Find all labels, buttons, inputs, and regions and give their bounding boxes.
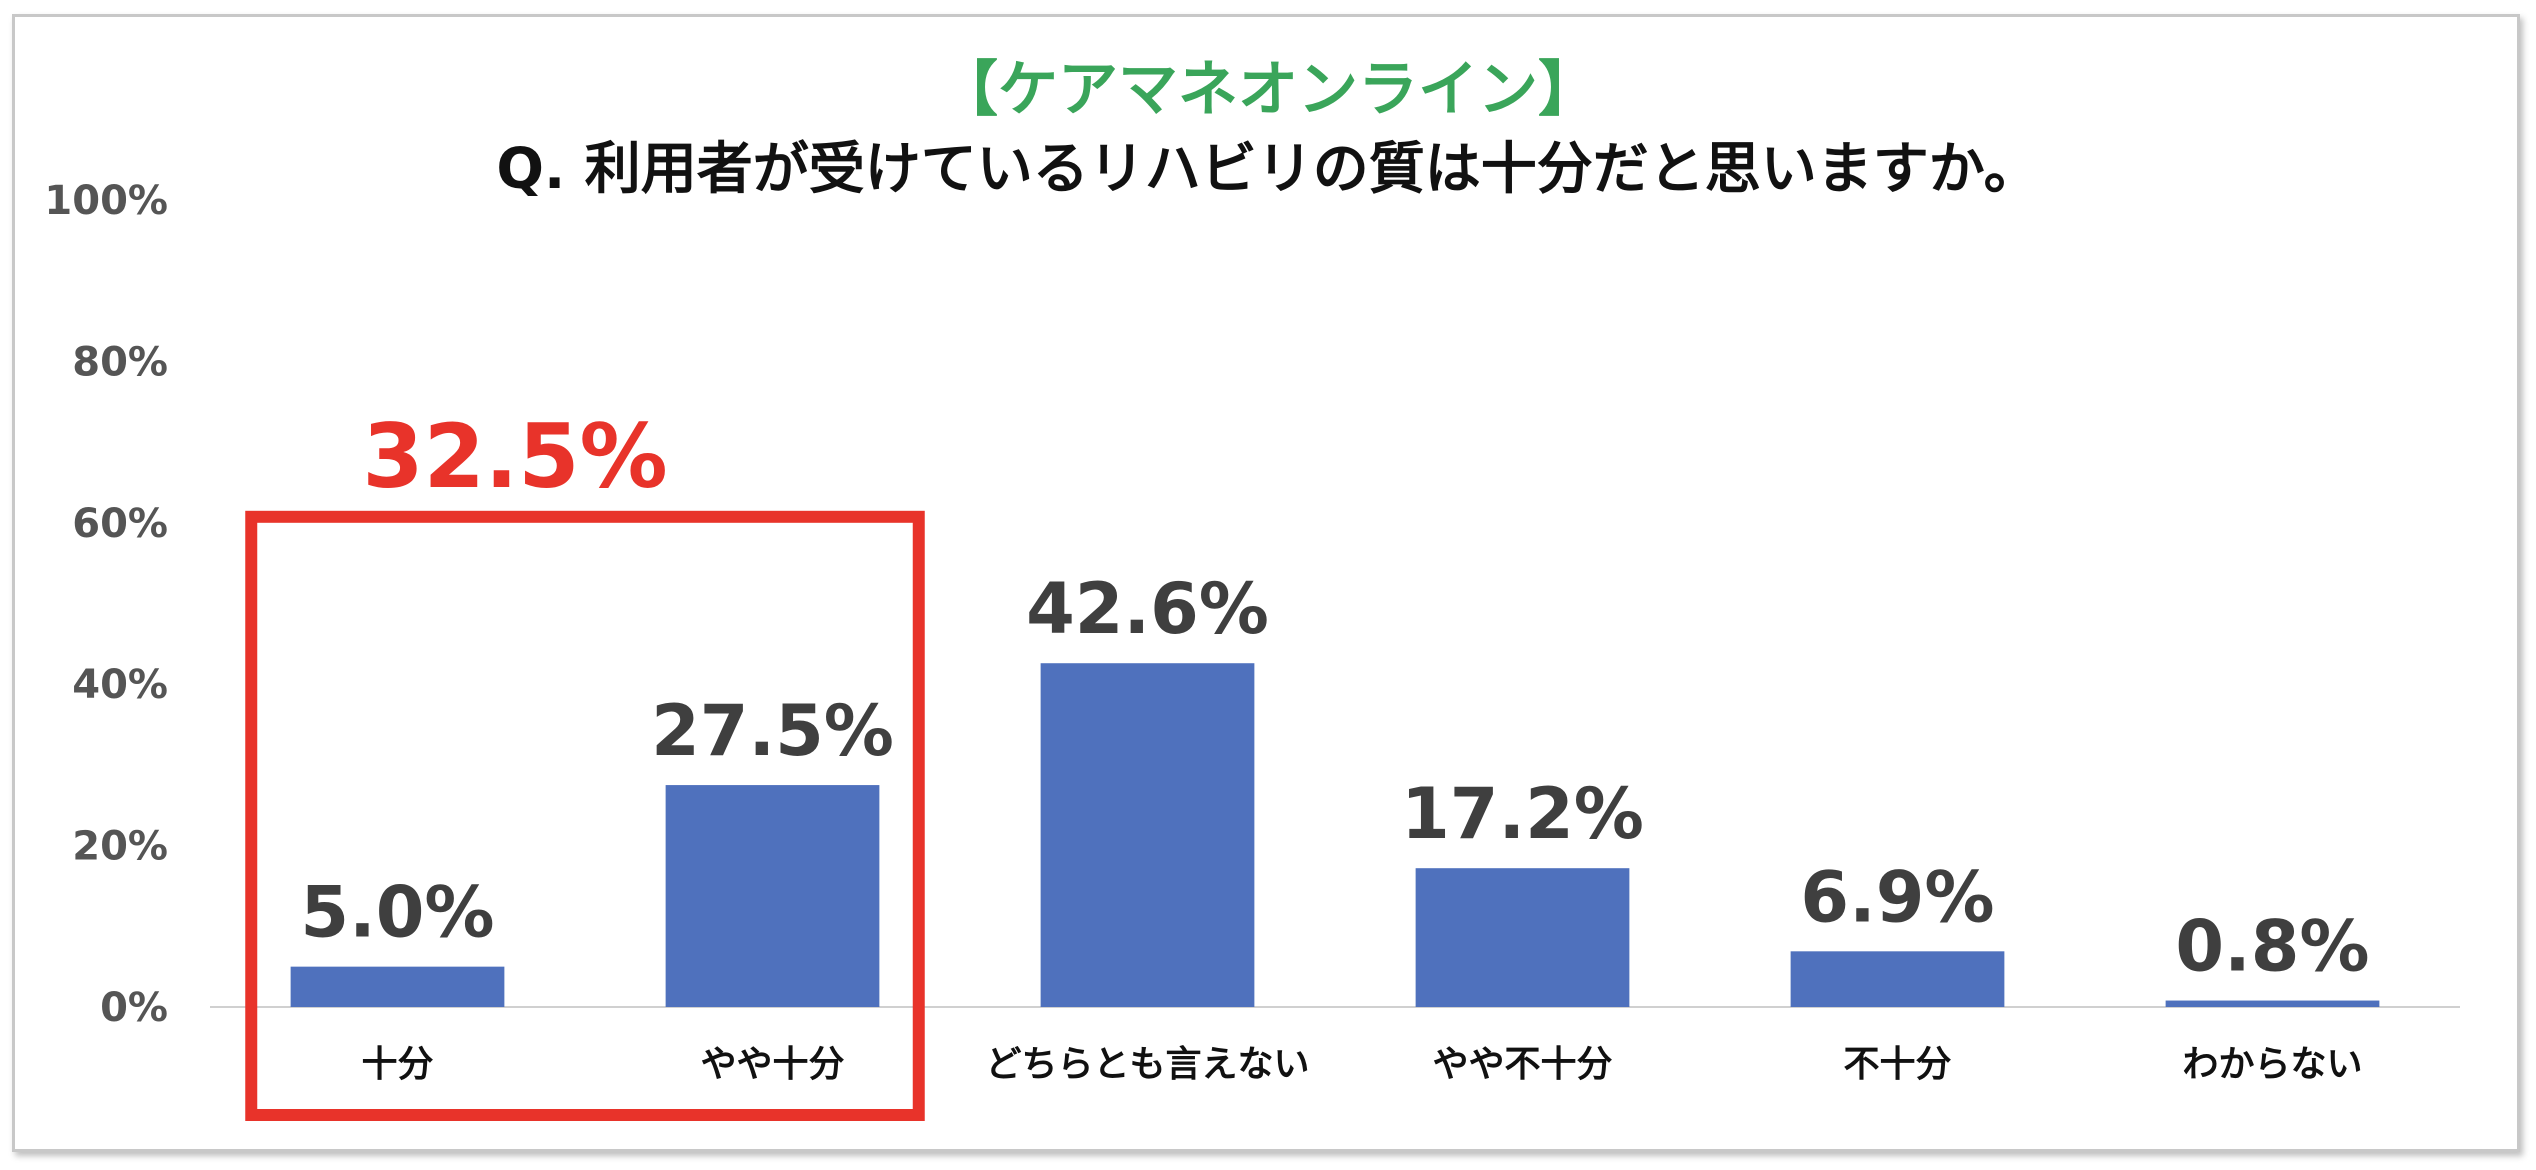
- x-tick-label: やや十分: [700, 1044, 844, 1085]
- y-axis: 0% 20% 40% 60% 80% 100%: [44, 178, 168, 1031]
- data-label: 6.9%: [1800, 856, 1994, 938]
- x-tick-label: わからない: [2182, 1044, 2362, 1085]
- x-tick-label: どちらとも言えない: [985, 1044, 1309, 1085]
- y-tick-label: 40%: [72, 662, 168, 708]
- y-tick-label: 0%: [100, 985, 168, 1031]
- bar: [1790, 951, 2005, 1007]
- bar: [1040, 663, 1255, 1007]
- y-tick-label: 60%: [72, 501, 168, 547]
- data-label: 42.6%: [1026, 568, 1269, 650]
- chart-title: Q. 利用者が受けているリハビリの質は十分だと思いますか。: [496, 137, 2039, 202]
- chart-frame: [12, 14, 2520, 1152]
- data-label: 27.5%: [651, 690, 894, 772]
- data-labels: 5.0% 27.5% 42.6% 17.2% 6.9% 0.8%: [300, 568, 2369, 987]
- highlight-box: [245, 510, 925, 1121]
- data-label: 0.8%: [2175, 906, 2369, 988]
- bar: [2165, 1000, 2380, 1007]
- x-tick-label: やや不十分: [1432, 1044, 1612, 1085]
- chart-subtitle: 【ケアマネオンライン】: [938, 55, 1598, 125]
- x-tick-label: 十分: [361, 1044, 433, 1085]
- bar: [290, 966, 505, 1007]
- bars: [290, 663, 2380, 1007]
- highlight-label: 32.5%: [362, 405, 667, 508]
- bar: [665, 785, 880, 1007]
- y-tick-label: 80%: [72, 339, 168, 385]
- data-label: 5.0%: [300, 872, 494, 954]
- x-axis: 十分 やや十分 どちらとも言えない やや不十分 不十分 わからない: [361, 1044, 2362, 1085]
- bar: [1415, 868, 1630, 1007]
- data-label: 17.2%: [1401, 773, 1644, 855]
- y-tick-label: 20%: [72, 824, 168, 870]
- x-tick-label: 不十分: [1843, 1044, 1951, 1085]
- y-tick-label: 100%: [44, 178, 168, 224]
